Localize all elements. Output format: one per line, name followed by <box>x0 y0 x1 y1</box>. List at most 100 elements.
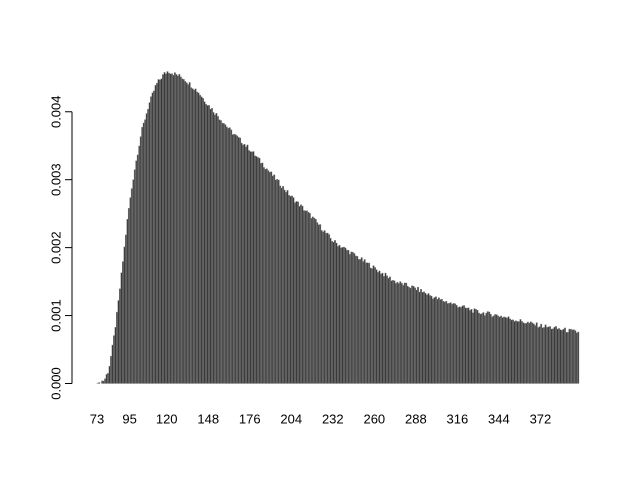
histogram-bar <box>166 71 169 384</box>
histogram-bar <box>231 134 234 384</box>
y-tick-label: 0.000 <box>48 367 63 400</box>
histogram-bar <box>239 137 242 384</box>
histogram-bar <box>472 312 474 384</box>
histogram-bar <box>108 366 111 384</box>
histogram-bar <box>345 249 348 384</box>
histogram-bar <box>304 210 307 384</box>
histogram-bar <box>405 282 408 384</box>
histogram-bar <box>271 175 274 384</box>
histogram-bar <box>299 204 302 384</box>
histogram-bar <box>534 325 537 384</box>
histogram-bar <box>179 76 182 384</box>
histogram-bar <box>363 259 366 384</box>
histogram-bar <box>506 317 509 384</box>
histogram-bar <box>388 276 391 384</box>
histogram-bar <box>380 273 382 384</box>
histogram-bar <box>127 208 130 384</box>
histogram-bar <box>230 129 233 384</box>
histogram-bar <box>559 329 562 384</box>
histogram-bar <box>565 332 568 384</box>
histogram-bar <box>454 303 457 384</box>
histogram-bar <box>154 85 157 384</box>
histogram-bar <box>421 292 424 384</box>
histogram-bar <box>274 179 277 384</box>
histogram-bar <box>136 154 139 384</box>
histogram-bar <box>402 285 405 384</box>
histogram-bar <box>202 97 204 384</box>
histogram-bar <box>434 296 437 384</box>
histogram-bar <box>288 195 291 384</box>
histogram-bar <box>467 307 470 384</box>
histogram-bar <box>273 174 276 384</box>
histogram-bar <box>501 317 504 384</box>
histogram-bar <box>227 127 230 384</box>
histogram-bar <box>147 108 150 384</box>
histogram-bar <box>176 75 179 384</box>
histogram-bar <box>477 312 480 384</box>
histogram-bar <box>285 191 288 384</box>
histogram-bar <box>495 314 498 384</box>
histogram-bar <box>133 169 136 384</box>
histogram-bar <box>517 321 520 384</box>
histogram-bar <box>491 316 494 384</box>
histogram-bar <box>228 127 231 384</box>
histogram-bar <box>386 275 388 384</box>
histogram-bar <box>466 307 468 384</box>
histogram-bar <box>390 280 393 384</box>
histogram-bar <box>368 262 371 384</box>
histogram-bar <box>504 317 507 384</box>
histogram-bar <box>317 224 320 384</box>
histogram-bar <box>144 119 147 384</box>
histogram-bar <box>224 124 227 384</box>
histogram-bar <box>206 105 209 384</box>
histogram-bar <box>222 123 225 384</box>
histogram-bar <box>541 327 544 384</box>
histogram-bar <box>151 92 154 384</box>
histogram-bar <box>562 328 565 384</box>
histogram-bar <box>280 187 283 384</box>
histogram-bar <box>544 324 547 384</box>
histogram-bar <box>246 144 249 384</box>
histogram-bar <box>320 230 323 384</box>
histogram-bar <box>369 267 372 384</box>
histogram-bar <box>537 327 540 384</box>
histogram-bar <box>341 247 344 384</box>
histogram-bar <box>366 262 369 384</box>
histogram-bar <box>199 94 202 384</box>
histogram-bar <box>452 303 455 384</box>
histogram-bar <box>397 283 400 384</box>
histogram-bar <box>400 282 403 384</box>
histogram-bar <box>440 298 443 384</box>
histogram-bar <box>310 218 313 384</box>
histogram-bar <box>528 322 531 384</box>
histogram-bar <box>311 216 314 384</box>
x-tick-label: 372 <box>530 411 552 426</box>
histogram-bar <box>292 197 295 384</box>
histogram-bar <box>148 102 151 384</box>
histogram-bar <box>519 319 522 384</box>
histogram-bar <box>503 316 506 384</box>
histogram-bar <box>282 186 285 384</box>
histogram-bar <box>328 234 331 384</box>
histogram-bar <box>546 326 549 384</box>
histogram-bar <box>120 272 123 384</box>
histogram-bar <box>443 301 446 384</box>
x-tick-label: 288 <box>405 411 427 426</box>
histogram-bar <box>348 254 351 384</box>
histogram-bar <box>457 307 460 384</box>
histogram-bar <box>165 73 167 384</box>
histogram-bar <box>553 326 556 384</box>
histogram-bar <box>409 287 412 384</box>
histogram-bar <box>182 79 185 384</box>
histogram-bar <box>119 288 121 384</box>
histogram-bar <box>236 135 239 384</box>
histogram-bar <box>153 90 156 384</box>
x-tick-label: 232 <box>322 411 344 426</box>
histogram-bar <box>563 327 566 384</box>
histogram-bar <box>325 232 328 384</box>
histogram-bar <box>359 259 362 384</box>
histogram-bar <box>243 144 246 384</box>
histogram-bar <box>129 197 132 384</box>
histogram-bar <box>371 268 374 384</box>
